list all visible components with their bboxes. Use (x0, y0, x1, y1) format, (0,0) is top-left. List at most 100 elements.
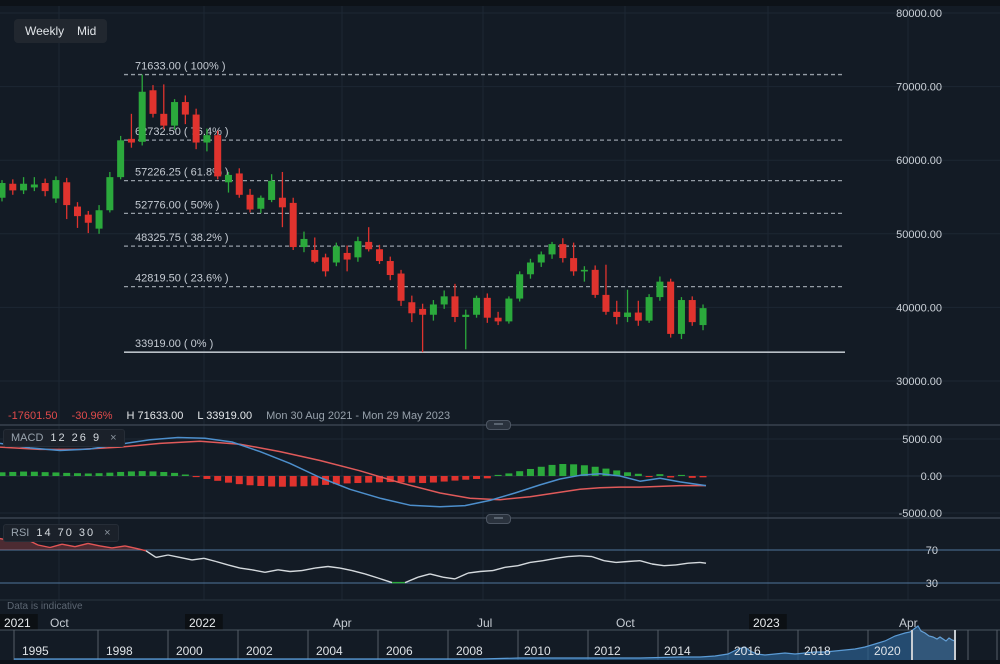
macd-histogram-bar (30, 471, 38, 476)
date-axis-box (749, 614, 787, 630)
candlestick (462, 314, 470, 317)
rsi-line-segment (517, 561, 531, 567)
rsi-line-segment (627, 560, 641, 563)
date-axis-label: Apr (899, 616, 918, 630)
macd-indicator-pill: MACD 12 26 9 × (3, 429, 125, 447)
macd-histogram-bar (192, 476, 200, 478)
macd-histogram-bar (591, 466, 599, 476)
rsi-close-icon[interactable]: × (104, 527, 111, 539)
rsi-line-segment (442, 576, 456, 580)
date-axis-label: 2021 (4, 616, 31, 630)
panel-resize-handle-rsi[interactable] (486, 514, 511, 524)
rsi-line-segment (314, 565, 329, 569)
navigator-year-label: 2000 (176, 644, 203, 658)
candlestick (0, 183, 6, 198)
candlestick (699, 308, 707, 326)
macd-histogram-bar (645, 476, 653, 478)
candlestick (548, 244, 556, 255)
panel-resize-handle-macd[interactable] (486, 420, 511, 430)
candlestick (322, 257, 330, 272)
candlestick (149, 90, 157, 114)
rsi-line-segment (301, 567, 316, 572)
rsi-line-segment (111, 545, 126, 549)
rsi-line-segment (479, 569, 494, 573)
rsi-line-segment (49, 543, 63, 549)
navigator-year-label: 2018 (804, 644, 831, 658)
candlestick (268, 180, 276, 200)
navigator-year-label: 2010 (524, 644, 551, 658)
candlestick (483, 297, 491, 318)
candlestick (203, 135, 211, 143)
macd-histogram-bar (548, 464, 556, 476)
candlestick (41, 183, 49, 192)
macd-histogram-bar (483, 476, 491, 479)
data-indicative-note: Data is indicative (7, 601, 83, 612)
timeframe-weekly-button[interactable]: Weekly (14, 19, 76, 43)
rsi-line-segment (675, 562, 689, 566)
fib-level-label: 57226.25 ( 61.8% ) (135, 167, 229, 179)
candlestick (408, 302, 416, 314)
rsi-line-segment (124, 545, 139, 550)
price-axis-label: 50000.00 (896, 229, 942, 241)
candlestick (419, 308, 427, 315)
candlestick (171, 102, 179, 126)
macd-histogram-bar (354, 476, 362, 484)
macd-histogram-bar (656, 474, 664, 476)
navigator-year-label: 2014 (664, 644, 691, 658)
macd-histogram-bar (224, 476, 232, 483)
rsi-line-segment (529, 560, 544, 564)
rsi-line-segment (351, 569, 366, 575)
candlestick (20, 183, 28, 191)
rsi-line-segment (429, 573, 444, 578)
date-axis-label: 2023 (753, 616, 780, 630)
candlestick (84, 214, 92, 223)
candlestick (73, 206, 81, 217)
macd-histogram-bar (580, 465, 588, 476)
macd-histogram-bar (52, 472, 60, 476)
macd-histogram-bar (9, 471, 17, 476)
rsi-line-segment (364, 573, 379, 579)
candlestick (451, 296, 459, 317)
macd-histogram-bar (149, 471, 157, 476)
macd-close-icon[interactable]: × (110, 432, 117, 444)
date-axis-label: Jul (477, 616, 492, 630)
macd-line (0, 436, 707, 508)
navigator-year-label: 2012 (594, 644, 621, 658)
candlestick (386, 261, 394, 276)
price-source-mid-button[interactable]: Mid (66, 19, 108, 43)
macd-histogram-bar (181, 474, 189, 476)
date-axis-box (185, 614, 223, 630)
rsi-line-segment (239, 567, 253, 571)
rsi-line-segment (155, 554, 169, 559)
fib-level-label: 71633.00 ( 100% ) (135, 61, 226, 73)
candlestick (332, 246, 340, 263)
candlestick (580, 269, 588, 272)
macd-histogram-bar (440, 476, 448, 482)
rsi-label: RSI (11, 527, 30, 539)
macd-histogram-bar (634, 473, 642, 476)
fib-level-label: 52776.00 ( 50% ) (135, 199, 219, 211)
macd-histogram-bar (624, 472, 632, 476)
macd-histogram-bar (63, 472, 71, 476)
macd-histogram-bar (84, 473, 92, 476)
macd-histogram-bar (214, 476, 222, 481)
rsi-line-segment (377, 577, 393, 584)
rsi-line-segment (555, 555, 569, 559)
macd-histogram-bar (106, 472, 114, 476)
price-axis-label: 80000.00 (896, 8, 942, 20)
candlestick (9, 183, 17, 191)
candlestick (300, 238, 308, 248)
navigator-brush[interactable] (912, 630, 955, 660)
macd-histogram-bar (0, 472, 6, 476)
macd-histogram-bar (613, 470, 621, 476)
rsi-line-segment (167, 554, 181, 559)
rsi-line-segment (454, 572, 469, 580)
rsi-line-segment (404, 576, 419, 584)
candlestick (602, 294, 610, 312)
fib-level-label: 42819.50 ( 23.6% ) (135, 273, 229, 285)
candlestick (440, 296, 448, 305)
candlestick (688, 300, 696, 323)
